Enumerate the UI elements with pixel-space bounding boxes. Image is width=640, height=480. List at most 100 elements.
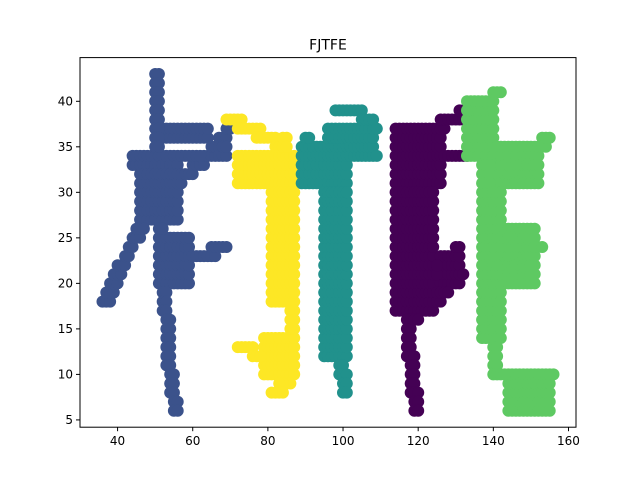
data-point	[288, 304, 301, 317]
data-point	[487, 131, 500, 144]
data-point	[164, 322, 177, 335]
data-point	[453, 259, 466, 272]
data-point	[427, 304, 440, 317]
chart-title: FJTFE	[309, 38, 347, 54]
data-point	[183, 277, 195, 290]
data-point	[404, 332, 417, 344]
data-point	[412, 313, 425, 326]
series-2	[295, 104, 383, 399]
data-point	[532, 159, 545, 171]
data-point	[288, 322, 301, 335]
data-point	[494, 332, 507, 344]
data-point	[412, 395, 425, 408]
data-point	[209, 250, 222, 263]
data-point	[442, 286, 455, 299]
data-point	[167, 368, 180, 381]
data-point	[408, 350, 421, 363]
data-point	[434, 168, 447, 181]
data-point	[164, 350, 177, 363]
data-point	[340, 350, 353, 363]
data-point	[288, 195, 301, 208]
data-point	[340, 250, 353, 263]
data-point	[183, 241, 195, 253]
data-point	[494, 304, 507, 317]
series-1	[220, 113, 301, 399]
data-point	[104, 295, 117, 308]
data-point	[491, 359, 504, 372]
data-point	[288, 259, 301, 272]
data-point	[164, 313, 177, 326]
y-tick-label: 25	[58, 231, 73, 245]
data-point	[370, 122, 383, 135]
data-point	[528, 259, 541, 272]
data-point	[303, 131, 316, 144]
data-point	[171, 404, 184, 417]
data-point	[483, 168, 496, 181]
y-tick-label: 10	[58, 367, 73, 381]
data-point	[340, 168, 353, 181]
y-tick-label: 40	[58, 94, 73, 108]
data-point	[427, 186, 440, 199]
data-point	[434, 131, 447, 144]
data-point	[288, 295, 301, 308]
data-point	[171, 395, 184, 408]
data-point	[412, 386, 425, 399]
data-point	[543, 404, 556, 417]
data-point	[340, 177, 353, 190]
data-point	[340, 277, 353, 290]
data-point	[434, 177, 447, 190]
data-point	[160, 295, 173, 308]
data-point	[453, 277, 466, 290]
data-point	[167, 377, 180, 390]
data-point	[340, 313, 353, 326]
data-point	[532, 168, 545, 181]
data-point	[288, 286, 301, 299]
data-point	[160, 286, 173, 299]
data-point	[494, 186, 507, 199]
data-point	[355, 104, 368, 117]
data-point	[427, 204, 440, 217]
data-point	[152, 122, 165, 135]
data-point	[494, 313, 507, 326]
data-point	[431, 268, 443, 281]
data-point	[194, 149, 207, 162]
data-point	[288, 204, 301, 217]
data-point	[532, 177, 545, 190]
data-point	[340, 259, 353, 272]
data-point	[198, 159, 210, 171]
data-point	[183, 231, 195, 244]
data-point	[164, 332, 177, 344]
data-point	[164, 341, 177, 354]
data-point	[288, 313, 301, 326]
data-point	[183, 259, 195, 272]
data-point	[494, 204, 507, 217]
x-tick-label: 40	[110, 434, 125, 448]
data-point	[340, 241, 353, 253]
data-point	[487, 113, 500, 126]
data-point	[434, 159, 447, 171]
data-point	[498, 368, 511, 381]
y-tick-label: 5	[65, 413, 73, 427]
x-tick-label: 60	[185, 434, 200, 448]
series-4	[461, 86, 560, 417]
data-point	[288, 350, 301, 363]
data-point	[528, 231, 541, 244]
data-point	[280, 140, 293, 153]
data-point	[171, 186, 184, 199]
data-point	[288, 231, 301, 244]
data-point	[201, 131, 214, 144]
data-point	[408, 368, 421, 381]
data-point	[494, 86, 507, 99]
data-point	[453, 241, 466, 253]
y-tick-label: 35	[58, 140, 73, 154]
data-point	[254, 122, 267, 135]
data-point	[427, 241, 440, 253]
data-point	[152, 140, 165, 153]
data-point	[453, 250, 466, 263]
axis-ticks: 40 60 80 100 120 140 160 5 10 15 20 25 30 35 40	[58, 94, 580, 448]
data-point	[427, 195, 440, 208]
data-point	[171, 213, 184, 226]
data-point	[220, 140, 233, 153]
data-point	[340, 213, 353, 226]
data-point	[404, 322, 417, 335]
